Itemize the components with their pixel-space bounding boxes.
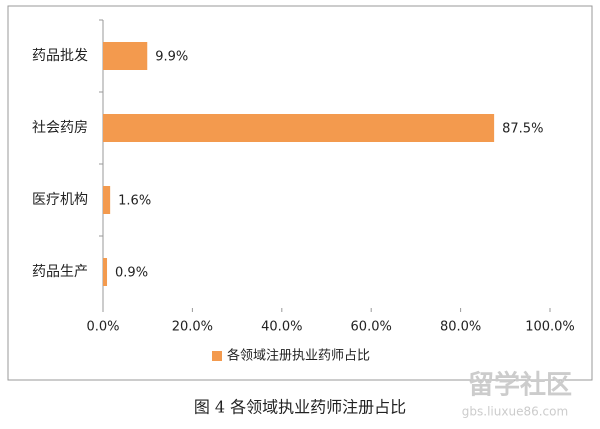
y-tick-label: 药品批发 xyxy=(32,48,88,64)
bar xyxy=(103,258,108,286)
bar xyxy=(103,186,111,214)
y-tick-label: 药品生产 xyxy=(32,264,88,280)
x-tick-label: 60.0% xyxy=(351,320,392,335)
bar xyxy=(103,114,495,142)
x-tick-label: 0.0% xyxy=(86,320,119,335)
x-tick-label: 20.0% xyxy=(172,320,213,335)
x-tick-label: 80.0% xyxy=(440,320,481,335)
watermark: 留学社区 xyxy=(468,370,572,401)
x-tick-label: 40.0% xyxy=(261,320,302,335)
y-tick-label: 社会药房 xyxy=(32,120,88,136)
value-label: 87.5% xyxy=(502,122,543,137)
value-label: 1.6% xyxy=(118,194,151,209)
value-label: 9.9% xyxy=(155,50,188,65)
y-tick-label: 医疗机构 xyxy=(32,192,88,208)
legend-swatch xyxy=(212,351,222,361)
legend-label: 各领域注册执业药师占比 xyxy=(227,348,370,364)
watermark-url: gbs.liuxue86.com xyxy=(462,405,568,419)
value-label: 0.9% xyxy=(115,266,148,281)
bar xyxy=(103,42,148,70)
chart-frame xyxy=(7,5,593,381)
x-tick-label: 100.0% xyxy=(525,320,575,335)
caption: 图 4 各领域执业药师注册占比 xyxy=(194,398,406,417)
